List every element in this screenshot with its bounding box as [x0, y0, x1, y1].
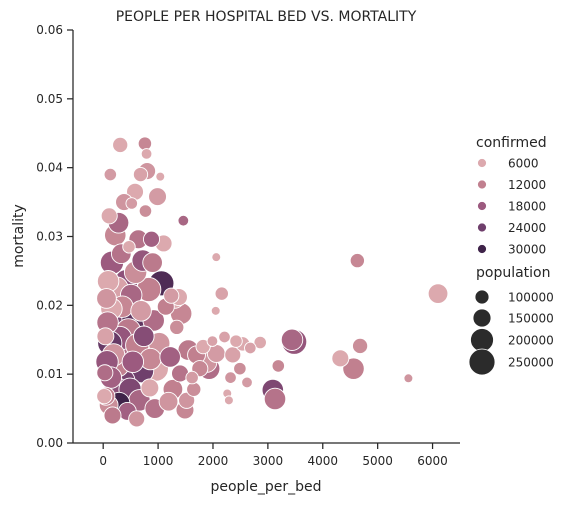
y-axis-label: mortality	[11, 204, 27, 268]
legend-confirmed-entries: 6000 12000 18000 24000 30000	[478, 157, 547, 257]
data-point-57	[143, 231, 159, 247]
data-point-65	[134, 326, 155, 347]
y-tick-label: 0.04	[36, 161, 63, 175]
data-point-9	[264, 388, 286, 410]
x-tick-label: 4000	[307, 454, 338, 468]
data-point-33	[186, 371, 199, 384]
data-point-21	[219, 331, 231, 343]
data-point-2	[350, 253, 364, 267]
data-point-20	[224, 396, 233, 405]
y-tick-label: 0.06	[36, 23, 63, 37]
data-point-113	[97, 328, 114, 345]
data-point-24	[211, 306, 220, 315]
data-point-64	[138, 137, 151, 150]
x-axis-label: people_per_bed	[210, 479, 321, 495]
data-point-100	[104, 407, 121, 424]
data-point-115	[97, 389, 112, 404]
data-point-15	[234, 362, 247, 375]
legend-swatch-30000	[478, 245, 487, 254]
legend-label-12000: 12000	[508, 178, 546, 192]
chart-title: PEOPLE PER HOSPITAL BED VS. MORTALITY	[116, 9, 417, 25]
data-point-0	[428, 284, 448, 304]
data-point-37	[178, 215, 189, 226]
legend-size-label-250000: 250000	[508, 356, 554, 370]
legend-size-label-100000: 100000	[508, 291, 554, 305]
data-point-26	[207, 336, 218, 347]
data-point-3	[352, 338, 367, 353]
legend-size-marker-100000	[475, 290, 489, 304]
legend-size-marker-200000	[471, 329, 494, 352]
y-tick-label: 0.01	[36, 367, 63, 381]
y-tick-label: 0.02	[36, 298, 63, 312]
data-point-106	[101, 208, 117, 224]
y-ticks: 0.00 0.01 0.02 0.03 0.04 0.05 0.06	[36, 23, 73, 450]
legend-label-24000: 24000	[508, 221, 546, 235]
x-tick-label: 6000	[417, 454, 448, 468]
y-tick-label: 0.00	[36, 436, 63, 450]
data-point-12	[245, 342, 257, 354]
data-point-50	[156, 172, 165, 181]
legend-swatch-12000	[478, 180, 487, 189]
data-point-22	[215, 287, 228, 300]
x-tick-label: 5000	[362, 454, 393, 468]
x-tick-label: 1000	[143, 454, 174, 468]
scatter-marks	[96, 137, 448, 427]
y-tick-label: 0.05	[36, 92, 63, 106]
legend-label-30000: 30000	[508, 243, 546, 257]
legend-title-confirmed: confirmed	[476, 135, 547, 151]
data-point-114	[97, 365, 113, 381]
legend-swatch-6000	[478, 159, 487, 168]
data-point-59	[141, 379, 159, 397]
legend-size-label-200000: 200000	[508, 334, 554, 348]
data-point-68	[131, 301, 152, 322]
x-ticks: 0 1000 2000 3000 4000 5000 6000	[99, 443, 447, 468]
legend-label-18000: 18000	[508, 200, 546, 214]
legend-size-marker-150000	[473, 309, 491, 327]
data-point-5	[332, 350, 349, 367]
data-point-81	[123, 241, 136, 254]
legend-size-marker-250000	[469, 349, 495, 375]
legend-swatch-18000	[478, 202, 487, 211]
data-point-104	[104, 168, 117, 181]
data-point-69	[133, 167, 147, 181]
legend-size-label-150000: 150000	[508, 312, 554, 326]
data-point-13	[242, 377, 253, 388]
x-tick-label: 0	[99, 454, 107, 468]
x-tick-label: 3000	[253, 454, 284, 468]
data-point-44	[164, 288, 179, 303]
legend-title-population: population	[476, 265, 551, 281]
data-point-10	[272, 360, 285, 373]
data-point-62	[141, 149, 152, 160]
data-point-73	[129, 411, 145, 427]
x-tick-label: 2000	[198, 454, 229, 468]
data-point-16	[230, 335, 243, 348]
legend-label-6000: 6000	[508, 157, 539, 171]
legend-population-entries: 100000 150000 200000 250000	[469, 290, 554, 375]
data-point-111	[97, 289, 117, 309]
legend-swatch-24000	[478, 223, 487, 232]
data-point-32	[187, 382, 201, 396]
data-point-7	[281, 329, 303, 351]
data-point-1	[404, 374, 413, 383]
y-tick-label: 0.03	[36, 230, 63, 244]
data-point-18	[225, 372, 237, 384]
legend: confirmed 6000 12000 18000 24000 30000 popul…	[469, 135, 554, 375]
data-point-77	[122, 351, 144, 373]
data-point-90	[113, 137, 128, 152]
data-point-56	[143, 253, 163, 273]
data-point-63	[139, 205, 152, 218]
data-point-45	[160, 347, 181, 368]
data-point-46	[159, 392, 178, 411]
data-point-41	[170, 320, 184, 334]
data-point-78	[126, 198, 138, 210]
data-point-52	[149, 188, 167, 206]
data-point-23	[212, 253, 221, 262]
